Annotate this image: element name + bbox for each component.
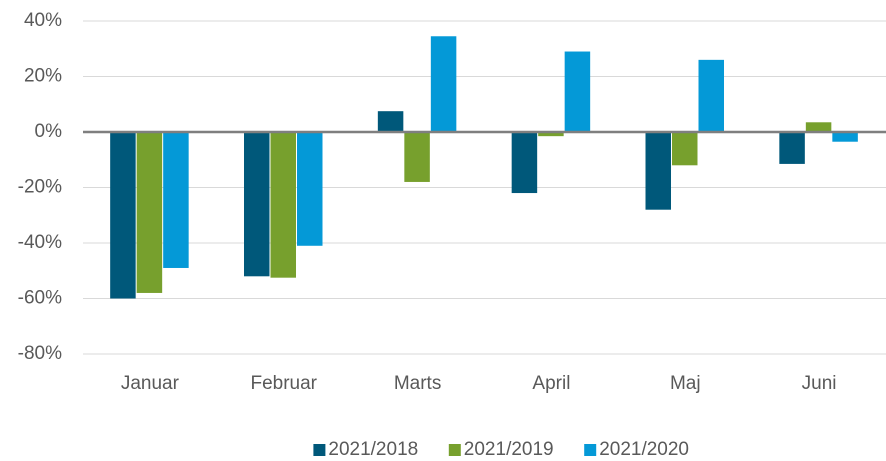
bar <box>564 51 591 132</box>
bar <box>244 132 270 277</box>
legend-label: 2021/2018 <box>328 439 418 460</box>
bar <box>779 132 805 164</box>
legend-label: 2021/2019 <box>464 439 554 460</box>
x-tick-label: Maj <box>670 373 701 394</box>
bar <box>163 132 189 268</box>
y-tick-label: 0% <box>35 121 63 142</box>
bar <box>805 122 832 132</box>
y-tick-label: -20% <box>18 177 62 198</box>
y-tick-label: -60% <box>18 288 62 309</box>
bar <box>270 132 296 278</box>
y-tick-label: 20% <box>24 66 62 87</box>
legend-swatch <box>584 444 597 456</box>
bar <box>511 132 538 194</box>
y-tick-label: -80% <box>18 343 62 364</box>
y-tick-label: 40% <box>24 10 62 31</box>
bar <box>377 111 404 132</box>
bar <box>538 132 564 137</box>
bar <box>404 132 430 182</box>
x-tick-label: Juni <box>802 373 837 394</box>
legend-label: 2021/2020 <box>599 439 689 460</box>
x-tick-label: Februar <box>250 373 317 394</box>
x-tick-label: April <box>532 373 570 394</box>
bar <box>645 132 671 210</box>
bar <box>297 132 323 246</box>
y-tick-label: -40% <box>18 232 62 253</box>
bar <box>430 36 457 133</box>
legend-swatch <box>448 444 461 456</box>
x-tick-label: Januar <box>121 373 180 394</box>
legend-swatch <box>313 444 326 456</box>
bar <box>832 132 858 142</box>
bar <box>136 132 163 293</box>
bar <box>672 132 698 166</box>
bar <box>698 59 724 132</box>
bar <box>110 132 136 299</box>
x-tick-label: Marts <box>394 373 442 394</box>
